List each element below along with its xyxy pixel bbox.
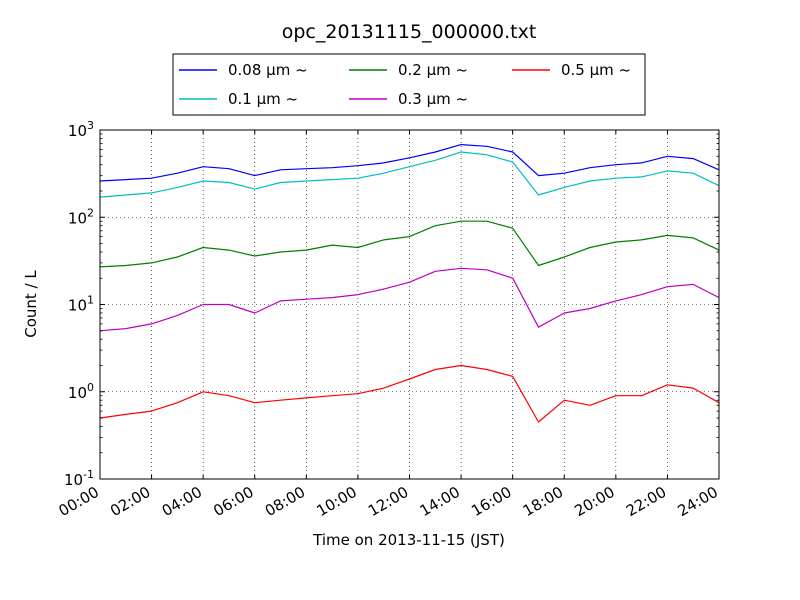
legend-label: 0.1 μm ~	[228, 90, 298, 108]
ticks	[99, 129, 720, 480]
series-line	[99, 151, 720, 198]
legend-label: 0.2 μm ~	[398, 61, 468, 79]
y-tick-label: 100	[68, 381, 94, 402]
chart-title: opc_20131115_000000.txt	[282, 21, 537, 43]
y-tick-label: 101	[68, 294, 94, 315]
y-tick-label: 10-1	[64, 468, 94, 489]
y-tick-labels: 10-1 100 101 102 103	[64, 119, 94, 489]
y-axis-label: Count / L	[22, 270, 40, 338]
legend-label: 0.5 μm ~	[561, 61, 631, 79]
legend: 0.08 μm ~ 0.1 μm ~ 0.2 μm ~ 0.3 μm ~ 0.5 μm …	[172, 53, 646, 116]
legend-frame	[172, 53, 646, 116]
series-line	[99, 220, 720, 268]
legend-label: 0.3 μm ~	[398, 90, 468, 108]
y-tick-label: 102	[68, 206, 94, 227]
series-layer	[99, 144, 720, 423]
series-line	[99, 267, 720, 332]
series-line	[99, 364, 720, 423]
x-axis-label: Time on 2013-11-15 (JST)	[312, 531, 505, 549]
y-tick-label: 103	[68, 119, 94, 140]
legend-label: 0.08 μm ~	[228, 61, 308, 79]
series-line	[99, 144, 720, 182]
